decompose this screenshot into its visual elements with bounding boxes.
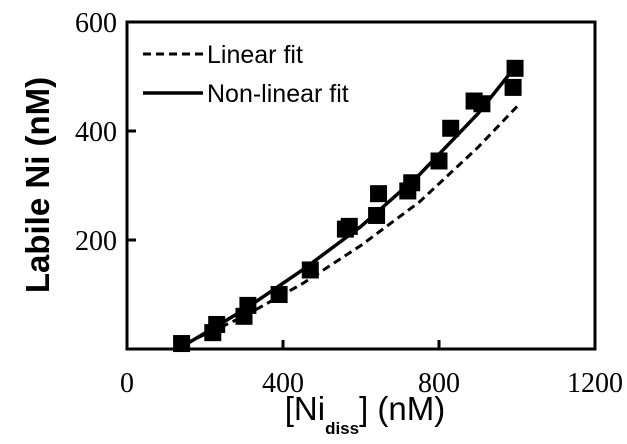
legend-nonlinear-label: Non-linear fit: [207, 80, 349, 108]
axis-ticks: 0 400 800 1200 200 400 600: [75, 8, 623, 399]
x-axis-label: [Nidiss] (nM): [285, 390, 446, 438]
data-point: [506, 59, 524, 77]
linear-fit-line: [184, 105, 519, 345]
x-axis-label-tail: ] (nM): [359, 390, 445, 427]
data-markers: [173, 59, 524, 353]
y-tick-label: 400: [75, 117, 117, 148]
data-point: [173, 335, 191, 353]
y-axis-label: Labile Ni (nM): [19, 77, 56, 293]
legend-linear-label: Linear fit: [207, 41, 303, 69]
data-point: [368, 206, 386, 224]
data-point: [403, 174, 421, 192]
x-axis-label-main: [Ni: [285, 390, 325, 427]
legend: Linear fit Non-linear fit: [143, 41, 349, 108]
data-point: [301, 261, 319, 279]
plot-frame: [125, 20, 597, 351]
data-point: [239, 296, 257, 314]
y-tick-label: 600: [75, 8, 117, 39]
data-point: [370, 185, 388, 203]
data-point: [504, 78, 522, 96]
x-tick-label: 0: [120, 368, 134, 399]
x-tick-label: 800: [418, 368, 460, 399]
x-axis-label-subscript: diss: [325, 419, 359, 438]
data-point: [208, 315, 226, 333]
y-tick-label: 200: [75, 226, 117, 257]
data-point: [270, 286, 288, 303]
data-point: [442, 119, 460, 137]
x-tick-label: 400: [262, 368, 304, 399]
data-point: [340, 217, 358, 235]
data-point: [430, 152, 448, 170]
data-point: [473, 95, 491, 113]
x-tick-label: 1200: [567, 368, 623, 399]
